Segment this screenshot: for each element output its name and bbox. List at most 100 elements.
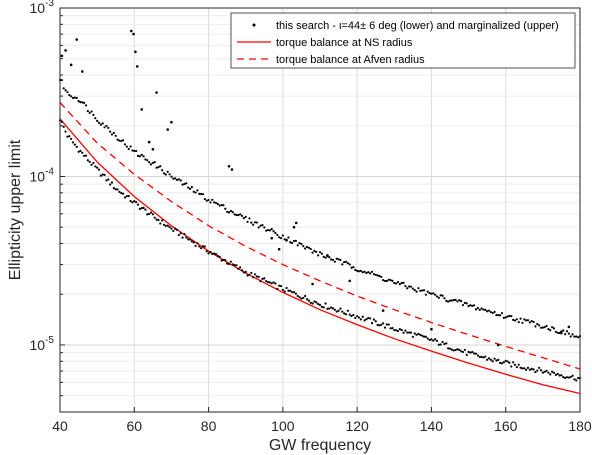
data-point-marginalized-upper xyxy=(415,290,418,293)
data-point-this-search-44-6-deg-lower xyxy=(426,337,429,340)
x-tick-label: 80 xyxy=(201,418,217,434)
data-point-this-search-44-6-deg-lower xyxy=(110,181,114,184)
data-point-this-search-44-6-deg-lower xyxy=(239,266,242,269)
data-point-marginalized-upper xyxy=(229,209,232,213)
data-point-this-search-44-6-deg-lower xyxy=(344,313,348,316)
data-point-this-search-44-6-deg-lower xyxy=(279,284,283,288)
data-point-marginalized-upper xyxy=(510,315,513,318)
data-point-marginalized-upper xyxy=(300,242,303,246)
data-point-marginalized-upper xyxy=(307,246,310,249)
data-point-outlier xyxy=(151,147,155,151)
data-point-this-search-44-6-deg-lower xyxy=(276,287,279,290)
data-point-marginalized-upper xyxy=(200,192,203,196)
data-point-this-search-44-6-deg-lower xyxy=(504,359,507,362)
data-point-this-search-44-6-deg-lower xyxy=(75,145,78,148)
data-point-this-search-44-6-deg-lower xyxy=(337,309,340,312)
data-point-marginalized-upper xyxy=(456,300,459,303)
data-point-marginalized-upper xyxy=(201,193,205,196)
data-point-marginalized-upper xyxy=(205,199,208,202)
data-point-marginalized-upper xyxy=(146,159,149,162)
data-point-marginalized-upper xyxy=(409,285,413,288)
data-point-this-search-44-6-deg-lower xyxy=(183,233,186,236)
data-point-this-search-44-6-deg-lower xyxy=(131,201,134,204)
data-point-this-search-44-6-deg-lower xyxy=(549,373,552,376)
data-point-this-search-44-6-deg-lower xyxy=(458,348,461,351)
data-point-marginalized-upper xyxy=(378,274,381,278)
data-point-marginalized-upper xyxy=(246,220,249,223)
data-point-marginalized-upper xyxy=(489,310,492,314)
data-point-this-search-44-6-deg-lower xyxy=(60,120,63,123)
data-point-marginalized-upper xyxy=(523,318,526,321)
data-point-this-search-44-6-deg-lower xyxy=(103,173,106,176)
legend-box xyxy=(230,12,576,69)
data-point-marginalized-upper xyxy=(330,258,333,261)
data-point-this-search-44-6-deg-lower xyxy=(435,339,439,343)
data-point-this-search-44-6-deg-lower xyxy=(530,367,533,370)
data-point-marginalized-upper xyxy=(75,96,78,100)
data-point-this-search-44-6-deg-lower xyxy=(292,291,296,294)
data-point-marginalized-upper xyxy=(512,318,515,321)
data-point-this-search-44-6-deg-lower xyxy=(339,307,342,310)
model-curves xyxy=(59,102,581,395)
data-point-this-search-44-6-deg-lower xyxy=(164,224,167,227)
data-point-this-search-44-6-deg-lower xyxy=(265,279,268,283)
data-point-outlier xyxy=(567,325,571,329)
legend-symbols xyxy=(237,23,271,60)
data-point-this-search-44-6-deg-lower xyxy=(213,252,216,255)
data-point-marginalized-upper xyxy=(513,319,517,322)
data-point-marginalized-upper xyxy=(549,329,552,332)
x-tick-label: 40 xyxy=(52,418,68,434)
data-point-marginalized-upper xyxy=(214,201,218,205)
data-point-this-search-44-6-deg-lower xyxy=(140,206,143,210)
data-point-this-search-44-6-deg-lower xyxy=(162,223,166,226)
data-point-marginalized-upper xyxy=(170,175,173,178)
y-tick-label: 10-3 xyxy=(30,0,55,16)
data-point-marginalized-upper xyxy=(443,297,446,300)
data-point-this-search-44-6-deg-lower xyxy=(389,327,392,330)
data-point-this-search-44-6-deg-lower xyxy=(541,371,544,374)
data-point-marginalized-upper xyxy=(123,143,127,146)
data-point-this-search-44-6-deg-lower xyxy=(517,363,520,366)
data-point-marginalized-upper xyxy=(461,303,465,307)
data-point-this-search-44-6-deg-lower xyxy=(181,236,184,239)
data-point-marginalized-upper xyxy=(495,314,498,317)
data-point-marginalized-upper xyxy=(476,306,479,310)
data-point-this-search-44-6-deg-lower xyxy=(133,200,136,203)
data-point-this-search-44-6-deg-lower xyxy=(248,273,251,276)
data-point-this-search-44-6-deg-lower xyxy=(307,299,310,302)
data-point-this-search-44-6-deg-lower xyxy=(268,281,271,284)
data-point-outlier xyxy=(130,29,133,33)
data-point-marginalized-upper xyxy=(356,269,359,273)
data-point-marginalized-upper xyxy=(380,275,383,279)
data-point-this-search-44-6-deg-lower xyxy=(382,322,385,325)
data-point-marginalized-upper xyxy=(196,189,199,192)
data-point-this-search-44-6-deg-lower xyxy=(528,368,531,371)
data-point-this-search-44-6-deg-lower xyxy=(281,288,284,291)
data-point-this-search-44-6-deg-lower xyxy=(244,270,247,273)
data-point-marginalized-upper xyxy=(144,158,147,161)
data-point-this-search-44-6-deg-lower xyxy=(114,188,117,191)
data-point-marginalized-upper xyxy=(465,302,468,305)
data-point-this-search-44-6-deg-lower xyxy=(86,159,89,162)
data-point-marginalized-upper xyxy=(242,217,245,220)
data-point-marginalized-upper xyxy=(265,229,268,232)
data-point-this-search-44-6-deg-lower xyxy=(144,208,147,211)
data-point-this-search-44-6-deg-lower xyxy=(68,135,71,138)
data-point-this-search-44-6-deg-lower xyxy=(200,246,203,250)
data-point-marginalized-upper xyxy=(168,173,171,176)
data-point-marginalized-upper xyxy=(385,279,388,283)
data-point-marginalized-upper xyxy=(107,126,110,129)
data-point-marginalized-upper xyxy=(99,123,102,126)
data-point-this-search-44-6-deg-lower xyxy=(439,343,442,346)
data-point-this-search-44-6-deg-lower xyxy=(499,361,502,365)
data-point-this-search-44-6-deg-lower xyxy=(361,315,364,318)
data-point-this-search-44-6-deg-lower xyxy=(357,316,361,319)
data-point-marginalized-upper xyxy=(220,204,223,207)
data-point-marginalized-upper xyxy=(499,314,502,317)
data-point-this-search-44-6-deg-lower xyxy=(482,356,485,359)
data-point-this-search-44-6-deg-lower xyxy=(432,339,435,342)
data-point-this-search-44-6-deg-lower xyxy=(395,329,398,332)
data-point-this-search-44-6-deg-lower xyxy=(526,366,530,369)
data-point-marginalized-upper xyxy=(525,319,528,322)
x-tick-label: 60 xyxy=(126,418,142,434)
